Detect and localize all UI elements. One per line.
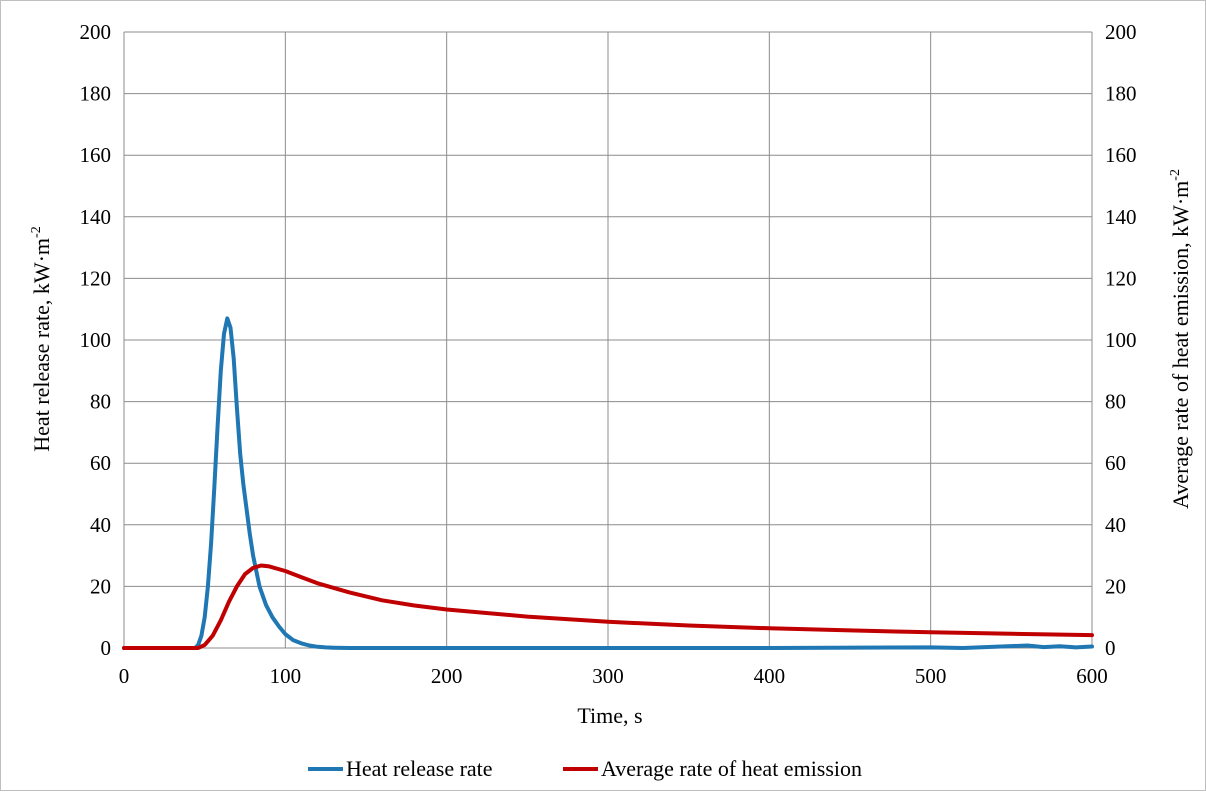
y-tick-label-left: 140 — [80, 205, 112, 229]
legend: Heat release rate Average rate of heat e… — [308, 756, 862, 781]
x-tick-label: 400 — [754, 664, 786, 688]
y-axis-left-title-text: Heat release rate, kW·m — [29, 238, 54, 452]
y-tick-label-left: 160 — [80, 143, 112, 167]
y-tick-label-left: 100 — [80, 328, 112, 352]
x-tick-label: 500 — [915, 664, 947, 688]
y-axis-right-title: Average rate of heat emission, kW·m-2 — [1168, 169, 1193, 509]
y-tick-label-right: 60 — [1105, 451, 1126, 475]
grid — [123, 31, 1093, 649]
y-tick-label-right: 0 — [1105, 636, 1116, 660]
y-tick-label-right: 200 — [1105, 20, 1137, 44]
y-tick-label-right: 80 — [1105, 390, 1126, 414]
y-tick-label-right: 100 — [1105, 328, 1137, 352]
y-tick-label-left: 40 — [90, 513, 111, 537]
y-tick-label-left: 80 — [90, 390, 111, 414]
series-lines — [122, 316, 1094, 650]
y-tick-label-right: 120 — [1105, 266, 1137, 290]
series-line-average-rate — [122, 563, 1094, 650]
y-tick-label-left: 20 — [90, 574, 111, 598]
y-axis-right-title-sup: -2 — [1168, 169, 1183, 181]
y-tick-label-left: 60 — [90, 451, 111, 475]
y-tick-label-right: 40 — [1105, 513, 1126, 537]
x-tick-label: 600 — [1076, 664, 1108, 688]
x-tick-label: 300 — [592, 664, 624, 688]
y-axis-left-title: Heat release rate, kW·m-2 — [29, 226, 54, 451]
series-line-heat-release-rate — [122, 316, 1094, 650]
y-tick-label-right: 20 — [1105, 574, 1126, 598]
y-tick-label-right: 140 — [1105, 205, 1137, 229]
y-tick-label-right: 180 — [1105, 82, 1137, 106]
x-tick-label: 100 — [270, 664, 302, 688]
y-tick-label-right: 160 — [1105, 143, 1137, 167]
y-tick-label-left: 200 — [80, 20, 112, 44]
y-axis-left-title-sup: -2 — [29, 226, 44, 238]
x-axis-title: Time, s — [577, 703, 642, 728]
x-tick-label: 200 — [431, 664, 463, 688]
x-tick-label: 0 — [119, 664, 130, 688]
y-axis-right-title-text: Average rate of heat emission, kW·m — [1168, 181, 1193, 509]
y-tick-label-left: 120 — [80, 266, 112, 290]
y-tick-label-left: 0 — [101, 636, 112, 660]
legend-label-average-rate: Average rate of heat emission — [601, 756, 862, 781]
legend-label-heat-release-rate: Heat release rate — [346, 756, 493, 781]
y-tick-label-left: 180 — [80, 82, 112, 106]
